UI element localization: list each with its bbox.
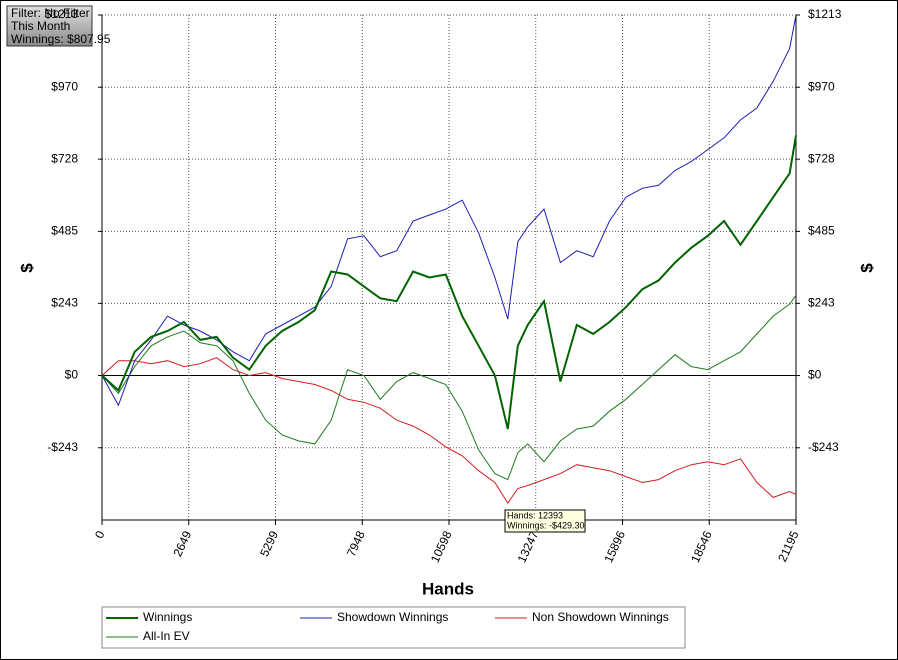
legend-label: Non Showdown Winnings <box>532 610 669 624</box>
info-box <box>6 5 93 47</box>
y2-tick-label: $243 <box>808 295 835 309</box>
x-axis-title: Hands <box>422 579 474 598</box>
y2-tick-label: -$243 <box>808 440 839 454</box>
y-tick-label: $485 <box>51 224 78 238</box>
legend-label: Winnings <box>143 610 192 624</box>
info-line: This Month <box>11 19 70 33</box>
y-tick-label: $970 <box>51 79 78 93</box>
y2-tick-label: $0 <box>808 368 822 382</box>
tooltip-line: Hands: 12393 <box>507 510 563 520</box>
tooltip: Hands: 12393 Winnings: -$429.30 <box>504 509 586 533</box>
y2-tick-label: $970 <box>808 79 835 93</box>
y2-tick-label: $728 <box>808 151 835 165</box>
y-tick-label: $0 <box>65 368 79 382</box>
info-line: Winnings: $807.95 <box>11 32 111 46</box>
legend-label: Showdown Winnings <box>337 610 448 624</box>
y-tick-label: $728 <box>51 151 78 165</box>
y-tick-label: $243 <box>51 295 78 309</box>
y2-tick-label: $485 <box>808 224 835 238</box>
y2-tick-label: $1213 <box>808 7 842 21</box>
legend-label: All-In EV <box>143 629 190 643</box>
y-axis-title: $ <box>17 263 36 273</box>
tooltip-line: Winnings: -$429.30 <box>507 520 585 530</box>
y-tick-label: -$243 <box>47 440 78 454</box>
series-line <box>101 135 797 430</box>
legend <box>101 606 686 649</box>
info-line: Filter: No Filter <box>11 6 90 20</box>
tooltip-box <box>504 509 586 533</box>
legend-items: Winnings Showdown Winnings Non Showdown Wi… <box>106 610 669 643</box>
y-tick-label: $1213 <box>45 7 79 21</box>
series-line <box>101 357 797 505</box>
series-line <box>101 295 797 481</box>
y2-axis-title: $ <box>857 263 876 273</box>
